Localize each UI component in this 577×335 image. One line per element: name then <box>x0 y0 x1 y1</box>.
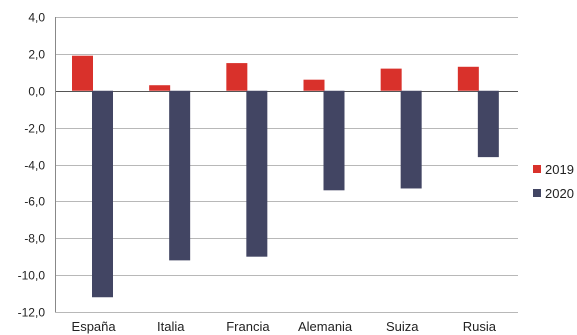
category-label: Alemania <box>298 319 353 334</box>
bar-2019-0 <box>72 55 93 91</box>
category-label: Francia <box>226 319 270 334</box>
bar-2019-4 <box>380 68 402 91</box>
y-axis: 4,0 2,0 0,0 -2,0 -4,0 -6,0 -8,0 -10,0 -12,0 <box>18 11 56 320</box>
y-tick-label: 0,0 <box>28 85 45 99</box>
y-tick-label: -10,0 <box>18 269 46 283</box>
y-tick-label: 2,0 <box>28 48 45 62</box>
bar-2019-2 <box>226 63 248 91</box>
y-tick-label: -6,0 <box>24 195 45 209</box>
category-label: España <box>72 319 117 334</box>
legend-label-2020: 2020 <box>545 186 574 201</box>
y-tick-label: -4,0 <box>24 159 45 173</box>
x-axis: España Italia Francia Alemania Suiza Rusia <box>72 319 497 334</box>
bar-2020-0 <box>92 90 113 298</box>
category-label: Suiza <box>386 319 419 334</box>
bar-2020-5 <box>477 90 499 158</box>
bar-2020-4 <box>400 90 422 189</box>
y-tick-label: -12,0 <box>18 306 46 320</box>
gridlines <box>55 17 518 313</box>
bar-2020-2 <box>246 90 268 257</box>
legend: 2019 2020 <box>533 162 574 201</box>
y-tick-label: -2,0 <box>24 122 45 136</box>
y-tick-label: -8,0 <box>24 232 45 246</box>
legend-label-2019: 2019 <box>545 162 574 177</box>
bar-2019-5 <box>457 66 479 91</box>
legend-swatch-2019 <box>533 165 541 173</box>
category-label: Rusia <box>463 319 497 334</box>
category-label: Italia <box>157 319 185 334</box>
bar-2019-3 <box>303 79 325 91</box>
bars <box>72 55 499 298</box>
bar-2020-3 <box>323 90 345 191</box>
bar-2020-1 <box>169 90 191 261</box>
y-tick-label: 4,0 <box>28 11 45 25</box>
legend-swatch-2020 <box>533 189 541 197</box>
bar-2019-1 <box>149 85 171 91</box>
